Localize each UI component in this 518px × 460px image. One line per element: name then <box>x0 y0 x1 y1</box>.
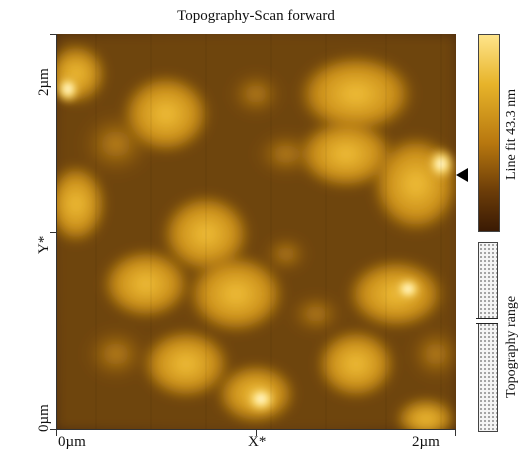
topography-range-label: Topography range <box>504 295 518 398</box>
x-axis-max-label: 2µm <box>412 434 440 450</box>
topography-range-slider[interactable] <box>478 242 498 432</box>
y-tick-bottom <box>50 429 56 430</box>
x-tick-right <box>455 430 456 436</box>
height-color-scale <box>478 34 500 232</box>
image-title: Topography-Scan forward <box>177 8 335 24</box>
topography-map <box>56 34 456 430</box>
topography-scan-image[interactable] <box>56 34 456 430</box>
scan-line-marker-icon[interactable] <box>456 168 468 182</box>
y-axis-min-label: 0µm <box>36 404 52 432</box>
y-tick-top <box>50 34 56 35</box>
range-slider-handle[interactable] <box>476 318 498 324</box>
color-scale-label: Line fit 43.3 nm <box>504 89 518 180</box>
x-axis-name: X* <box>248 434 267 450</box>
y-axis-name: Y* <box>36 235 52 254</box>
y-tick-mid <box>50 232 56 233</box>
x-axis-min-label: 0µm <box>58 434 86 450</box>
x-tick-mid <box>256 430 257 436</box>
y-axis-max-label: 2µm <box>36 68 52 96</box>
x-tick-left <box>56 430 57 436</box>
